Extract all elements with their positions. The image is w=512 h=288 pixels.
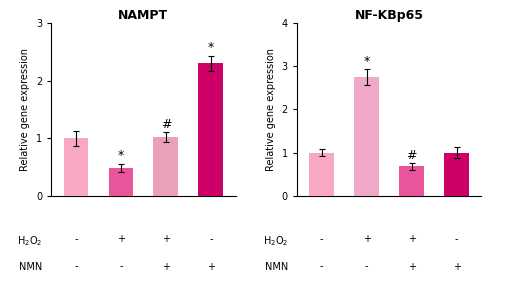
Text: -: - [119, 262, 123, 272]
Text: -: - [455, 234, 458, 244]
Text: +: + [408, 234, 416, 244]
Title: NAMPT: NAMPT [118, 9, 168, 22]
Text: +: + [117, 234, 125, 244]
Bar [309, 153, 334, 196]
Bar [199, 63, 223, 196]
Text: +: + [207, 262, 215, 272]
Text: +: + [453, 262, 461, 272]
Text: +: + [162, 262, 170, 272]
Text: *: * [118, 149, 124, 162]
Bar [109, 168, 133, 196]
Bar [63, 138, 88, 196]
Text: #: # [161, 118, 171, 131]
Text: -: - [74, 234, 78, 244]
Text: #: # [407, 149, 417, 162]
Bar [399, 166, 424, 196]
Bar [354, 77, 379, 196]
Bar [444, 153, 469, 196]
Text: -: - [74, 262, 78, 272]
Text: +: + [162, 234, 170, 244]
Text: NMN: NMN [265, 262, 288, 272]
Y-axis label: Relative gene expression: Relative gene expression [266, 48, 276, 171]
Text: +: + [408, 262, 416, 272]
Text: H$_2$O$_2$: H$_2$O$_2$ [263, 234, 288, 248]
Text: *: * [364, 55, 370, 68]
Y-axis label: Relative gene expression: Relative gene expression [20, 48, 30, 171]
Text: *: * [208, 41, 214, 54]
Text: +: + [362, 234, 371, 244]
Text: H$_2$O$_2$: H$_2$O$_2$ [17, 234, 42, 248]
Text: -: - [365, 262, 369, 272]
Text: -: - [320, 262, 324, 272]
Text: -: - [209, 234, 212, 244]
Title: NF-KBp65: NF-KBp65 [355, 9, 423, 22]
Text: NMN: NMN [19, 262, 42, 272]
Bar [154, 137, 178, 196]
Text: -: - [320, 234, 324, 244]
